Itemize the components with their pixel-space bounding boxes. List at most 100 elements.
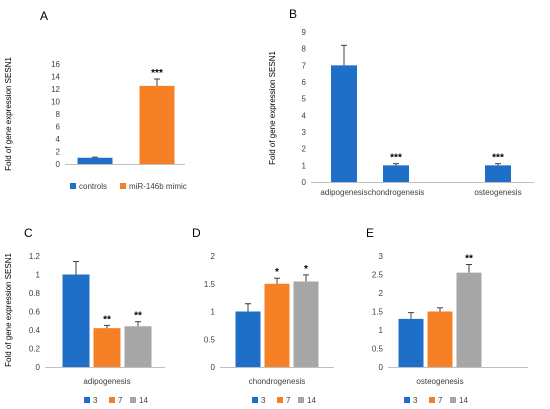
chart-panel-a: A Fold of gene expression SESN1 0 2 4 6 8 10 12 1… bbox=[4, 9, 187, 191]
y-tick-label: 12 bbox=[51, 85, 60, 94]
y-tick-label: 0.6 bbox=[29, 308, 41, 317]
legend-swatch bbox=[84, 397, 90, 403]
y-tick-label: 16 bbox=[51, 60, 60, 69]
panel-letter: B bbox=[289, 7, 297, 21]
bar-7 bbox=[427, 311, 453, 367]
y-tick-label: 1 bbox=[379, 326, 384, 335]
y-tick-label: 3 bbox=[379, 252, 384, 261]
bar-value bbox=[383, 165, 409, 182]
y-tick-label: 2.5 bbox=[372, 271, 384, 280]
legend-swatch bbox=[252, 397, 258, 403]
chart-panel-b: B Fold of gene expression SESN1 0 1 2 3 4 5 6 7 8 9… bbox=[268, 7, 534, 197]
y-tick-label: 0 bbox=[211, 363, 216, 372]
legend-entry: 14 bbox=[307, 396, 316, 405]
significance-label: *** bbox=[492, 153, 504, 164]
bar-14 bbox=[456, 272, 482, 367]
chart-panel-d: D 0 0.5 1 1.5 2 * * chondrogenesis 3 7 14 bbox=[192, 226, 334, 405]
y-tick-label: 7 bbox=[302, 61, 307, 70]
y-tick-label: 4 bbox=[56, 135, 61, 144]
y-tick-label: 2 bbox=[56, 148, 61, 157]
x-category-label: chondrogenesis bbox=[249, 377, 305, 386]
y-tick-label: 0.2 bbox=[29, 345, 41, 354]
y-tick-label: 1.5 bbox=[372, 308, 384, 317]
y-tick-label: 9 bbox=[302, 28, 307, 37]
bar-3 bbox=[398, 318, 424, 367]
bar-mir-146b-mimic bbox=[139, 85, 175, 164]
x-category-label: adipogenesis bbox=[83, 377, 130, 386]
y-tick-label: 1.5 bbox=[204, 280, 216, 289]
legend-entry: 14 bbox=[139, 396, 148, 405]
legend-swatch bbox=[120, 183, 126, 189]
bar-7 bbox=[264, 283, 290, 367]
legend-swatch bbox=[429, 397, 435, 403]
y-tick-label: 0 bbox=[302, 178, 307, 187]
legend-entry: 14 bbox=[459, 396, 468, 405]
significance-label: ** bbox=[134, 311, 142, 322]
panel-letter: E bbox=[366, 226, 374, 240]
y-tick-label: 8 bbox=[56, 110, 61, 119]
legend-entry: 3 bbox=[413, 396, 418, 405]
y-tick-label: 6 bbox=[302, 78, 307, 87]
bar-value bbox=[331, 65, 357, 182]
significance-label: * bbox=[304, 264, 308, 275]
y-tick-label: 14 bbox=[51, 73, 60, 82]
y-tick-label: 2 bbox=[211, 252, 216, 261]
legend-swatch bbox=[450, 397, 456, 403]
significance-label: ** bbox=[103, 314, 111, 325]
y-tick-label: 1 bbox=[211, 308, 216, 317]
bar-controls bbox=[77, 157, 113, 164]
y-tick-label: 6 bbox=[56, 123, 61, 132]
significance-label: * bbox=[275, 267, 279, 278]
y-tick-label: 4 bbox=[302, 111, 307, 120]
y-tick-label: 1 bbox=[302, 161, 307, 170]
y-tick-label: 3 bbox=[302, 128, 307, 137]
y-tick-label: 0 bbox=[56, 160, 61, 169]
legend-swatch bbox=[298, 397, 304, 403]
y-tick-label: 1 bbox=[36, 271, 41, 280]
legend-swatch bbox=[130, 397, 136, 403]
legend-entry: miR-146b mimic bbox=[129, 182, 187, 191]
y-tick-label: 0.5 bbox=[204, 335, 216, 344]
bar-3 bbox=[62, 274, 90, 367]
x-category-label: adipogenesis bbox=[320, 188, 367, 197]
bar-value bbox=[485, 165, 511, 182]
bar-7 bbox=[93, 328, 121, 367]
y-tick-label: 0.8 bbox=[29, 289, 41, 298]
y-axis-label: Fold of gene expression SESN1 bbox=[268, 51, 277, 165]
y-tick-label: 0.5 bbox=[372, 345, 384, 354]
x-category-label: chondrogenesis bbox=[368, 188, 424, 197]
y-tick-label: 10 bbox=[51, 98, 60, 107]
panel-letter: A bbox=[40, 9, 48, 23]
x-category-label: osteogenesis bbox=[474, 188, 521, 197]
bar-14 bbox=[124, 326, 152, 367]
y-tick-label: 8 bbox=[302, 45, 307, 54]
legend-swatch bbox=[277, 397, 283, 403]
y-axis-label: Fold of gene expression SESN1 bbox=[4, 57, 13, 171]
chart-panel-c: C Fold of gene expression SESN1 0 0.2 0.4 0.6… bbox=[4, 226, 165, 405]
panel-letter: C bbox=[24, 226, 33, 240]
significance-label: *** bbox=[390, 153, 402, 164]
y-tick-label: 5 bbox=[302, 95, 307, 104]
y-tick-label: 1.2 bbox=[29, 252, 41, 261]
chart-panel-e: E 0 0.5 1 1.5 2 2.5 3 ** osteogenesis 3 7 14 bbox=[366, 226, 528, 405]
legend-entry: controls bbox=[79, 182, 107, 191]
significance-label: ** bbox=[465, 254, 473, 265]
y-tick-label: 0 bbox=[379, 363, 384, 372]
legend-entry: 3 bbox=[93, 396, 98, 405]
y-tick-label: 2 bbox=[302, 145, 307, 154]
y-tick-label: 0.4 bbox=[29, 326, 41, 335]
legend-entry: 3 bbox=[261, 396, 266, 405]
significance-label: *** bbox=[151, 68, 163, 79]
legend-entry: 7 bbox=[286, 396, 291, 405]
y-tick-label: 2 bbox=[379, 289, 384, 298]
legend-swatch bbox=[109, 397, 115, 403]
legend-entry: 7 bbox=[118, 396, 123, 405]
legend-swatch bbox=[70, 183, 76, 189]
bar-3 bbox=[235, 311, 261, 367]
legend-swatch bbox=[404, 397, 410, 403]
y-axis-label: Fold of gene expression SESN1 bbox=[4, 253, 13, 367]
panel-letter: D bbox=[192, 226, 201, 240]
legend-entry: 7 bbox=[438, 396, 443, 405]
y-tick-label: 0 bbox=[36, 363, 41, 372]
